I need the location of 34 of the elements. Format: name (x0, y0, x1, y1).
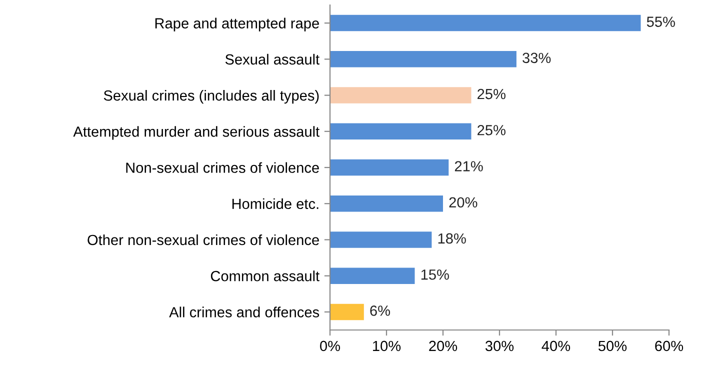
y-tick-label: Sexual crimes (includes all types) (104, 90, 319, 104)
bar (330, 123, 472, 140)
y-tick-label: Rape and attempted rape (155, 18, 319, 32)
data-label: 15% (421, 269, 449, 280)
y-tick-label: Attempted murder and serious assault (73, 126, 320, 140)
data-label: 25% (478, 88, 506, 100)
y-tick-label: Sexual assault (225, 54, 320, 65)
data-label: 33% (522, 52, 551, 64)
data-label: 25% (478, 124, 506, 136)
bar (330, 87, 472, 104)
bar (330, 51, 516, 68)
y-tick-label: Common assault (210, 270, 320, 282)
bar (330, 14, 641, 32)
bar (330, 268, 415, 284)
x-tick-label: 0% (320, 340, 340, 352)
data-label: 55% (646, 16, 675, 27)
x-tick-label: 20% (429, 340, 458, 352)
bar (330, 195, 443, 212)
data-label: 6% (370, 306, 390, 316)
bar (330, 232, 432, 248)
x-tick-label: 50% (598, 340, 627, 352)
data-label: 20% (449, 197, 478, 208)
x-tick-label: 30% (485, 340, 514, 352)
x-tick-label: 10% (373, 340, 401, 352)
y-tick-label: Other non-sexual crimes of violence (88, 234, 319, 246)
bar (330, 159, 449, 176)
y-tick-label: Homicide etc. (232, 198, 318, 210)
y-tick-label: All crimes and offences (169, 306, 320, 318)
bar (330, 304, 364, 320)
x-tick-label: 40% (542, 340, 570, 352)
data-label: 21% (454, 161, 483, 172)
x-tick-label: 60% (655, 340, 684, 352)
data-label: 18% (438, 233, 466, 244)
y-tick-label: Non-sexual crimes of violence (126, 162, 319, 173)
